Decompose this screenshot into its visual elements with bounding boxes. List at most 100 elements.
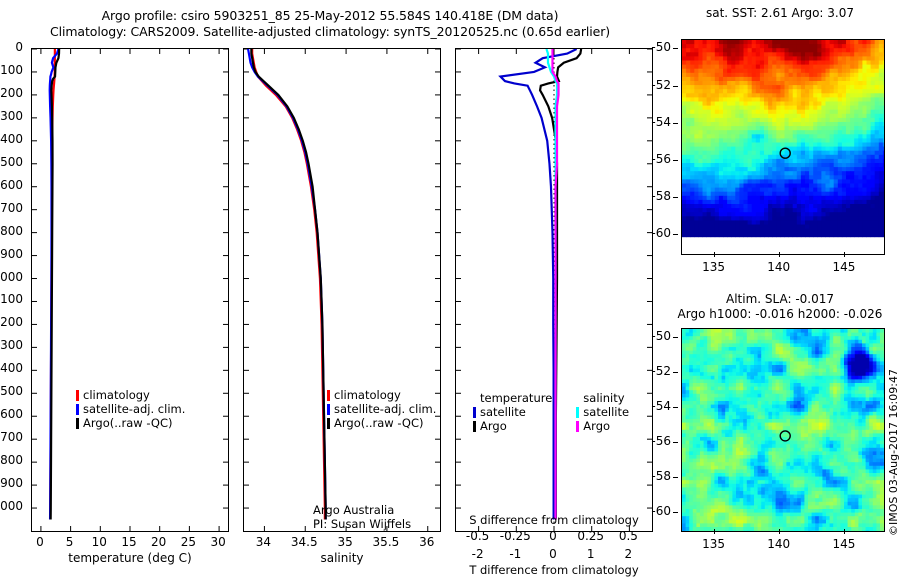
sla-map-title-line2: Argo h1000: -0.016 h2000: -0.026 [677, 307, 883, 321]
legend-color-swatch [327, 417, 330, 429]
depth-tick-label: 1400 [0, 361, 23, 376]
legend-label: Argo(..raw -QC) [83, 416, 173, 430]
temperature-legend-item: climatology [76, 388, 185, 402]
depth-tick-label: 1200 [0, 315, 23, 330]
salinity-legend: climatology satellite-adj. clim. Argo(..ra… [327, 388, 436, 430]
legend-label: satellite [480, 405, 526, 419]
sla-map-lat-tick-mark [673, 477, 678, 479]
sla-map-title-line1: Altim. SLA: -0.017 [725, 292, 835, 306]
legend-color-swatch [76, 403, 79, 415]
sst-map-lat-tick-mark [673, 159, 678, 161]
difference-temperature-tick-label: -1 [509, 547, 522, 561]
temperature-tick-label: 25 [180, 535, 197, 549]
panel-salinity [243, 48, 441, 532]
difference-temperature-tick-label: 1 [586, 547, 595, 561]
difference-temperature-xticks: -2 -1 0 1 2 [455, 547, 653, 562]
sst-map-yticks: -50 -52 -54 -56 -58 -60 [650, 39, 678, 255]
difference-legend-item: satellite [473, 405, 552, 419]
legend-label: climatology [83, 388, 150, 402]
depth-tick-label: 1100 [0, 292, 23, 307]
panel-difference [455, 48, 653, 532]
sst-map-title: sat. SST: 2.61 Argo: 3.07 [705, 6, 855, 20]
legend-color-swatch [76, 389, 79, 401]
difference-profile-plot [456, 49, 652, 531]
temperature-profile-plot [32, 49, 228, 531]
sla-map-yticks: -50 -52 -54 -56 -58 -60 [650, 328, 678, 532]
salinity-axis-label: salinity [320, 551, 364, 565]
sla-map-lat-tick-label: -52 [651, 363, 671, 378]
legend-label: climatology [334, 388, 401, 402]
sst-map-lat-tick-mark [673, 122, 678, 124]
sla-map-lat-tick-label: -60 [651, 504, 671, 519]
legend-label: satellite [583, 405, 630, 419]
argo-pi-credit: PI: Susan Wijffels [313, 517, 412, 531]
difference-legend-title: salinity [583, 391, 625, 405]
depth-tick-label: 100 [0, 62, 23, 77]
depth-tick-label: 400 [0, 131, 23, 146]
salinity-legend-item: climatology [327, 388, 436, 402]
depth-tick-label: 0 [15, 40, 23, 54]
salinity-legend-item: Argo(..raw -QC) [327, 416, 436, 430]
salinity-xticks: 34 34.5 35 35.5 36 [243, 534, 441, 550]
difference-salinity-tick-label: 0.25 [577, 529, 605, 543]
temperature-tick-label: 5 [65, 535, 74, 549]
difference-temperature-tick-label: 2 [624, 547, 633, 561]
difference-salinity-tick-label: 0.5 [618, 529, 638, 543]
sla-map-lat-tick-mark [673, 442, 678, 444]
copyright-text: ©IMOS 03-Aug-2017 16:09:47 [887, 369, 900, 537]
legend-color-swatch [76, 417, 79, 429]
legend-label: Argo(..raw -QC) [334, 416, 424, 430]
sla-map-xticks: 135 140 145 [681, 529, 885, 551]
depth-tick-label: 600 [0, 177, 23, 192]
depth-tick-label: 800 [0, 223, 23, 238]
sla-map-lat-tick-mark [673, 336, 678, 338]
panel-temperature [31, 48, 229, 532]
sst-map-lat-tick-mark [673, 234, 678, 236]
depth-tick-label: 1300 [0, 338, 23, 353]
sst-map [681, 39, 885, 255]
temperature-legend: climatology satellite-adj. clim. Argo(..ra… [76, 388, 185, 430]
temperature-tick-label: 20 [151, 535, 167, 549]
temperature-legend-item: Argo(..raw -QC) [76, 416, 185, 430]
sla-map-lat-tick-mark [673, 407, 678, 409]
chart-title-line2: Climatology: CARS2009. Satellite-adjuste… [49, 24, 611, 39]
salinity-tick-label: 36 [419, 535, 435, 549]
sst-map-lat-tick-label: -52 [651, 77, 671, 92]
temperature-tick-label: 10 [91, 535, 107, 549]
sla-map-lat-tick-label: -56 [651, 434, 671, 449]
temperature-tick-label: 15 [121, 535, 137, 549]
legend-label: Argo [480, 419, 507, 433]
chart-title-line1: Argo profile: csiro 5903251_85 25-May-20… [101, 8, 559, 23]
sla-map-raster [682, 329, 884, 531]
sst-map-lat-tick-label: -50 [651, 40, 671, 55]
sst-map-lat-tick-label: -54 [651, 114, 671, 129]
difference-legend-item: Argo [473, 419, 552, 433]
sst-map-lon-tick-mark [843, 252, 845, 257]
legend-label: satellite-adj. clim. [83, 402, 186, 416]
sst-map-lat-tick-mark [673, 85, 678, 87]
sst-map-lat-tick-label: -56 [651, 151, 671, 166]
sst-map-lon-tick-label: 135 [702, 260, 726, 274]
difference-legend-title: temperature [480, 391, 553, 405]
depth-tick-label: 200 [0, 85, 23, 100]
salinity-tick-label: 34 [255, 535, 272, 549]
depth-tick-label: 1700 [0, 430, 23, 445]
difference-salinity-tick-label: 0 [549, 529, 557, 543]
salinity-profile-plot [244, 49, 440, 531]
salinity-legend-item: satellite-adj. clim. [327, 402, 436, 416]
legend-label: Argo [583, 419, 611, 433]
legend-color-swatch [327, 389, 330, 401]
depth-tick-label: 1000 [0, 269, 23, 284]
sla-map-lon-tick-mark [713, 529, 715, 534]
sst-map-lon-tick-label: 140 [767, 260, 791, 274]
sst-map-lat-tick-label: -60 [651, 226, 671, 241]
difference-salinity-tick-label: -0.5 [465, 529, 490, 543]
sst-map-lat-tick-mark [673, 48, 678, 50]
sst-map-lon-tick-mark [713, 252, 715, 257]
sla-map-lon-tick-label: 135 [702, 537, 726, 551]
legend-color-swatch [327, 403, 330, 415]
difference-legend-item: Argo [576, 419, 629, 433]
difference-temperature-tick-label: -2 [471, 547, 484, 561]
argo-australia-credit: Argo Australia [313, 503, 395, 517]
depth-tick-label: 1600 [0, 407, 23, 422]
